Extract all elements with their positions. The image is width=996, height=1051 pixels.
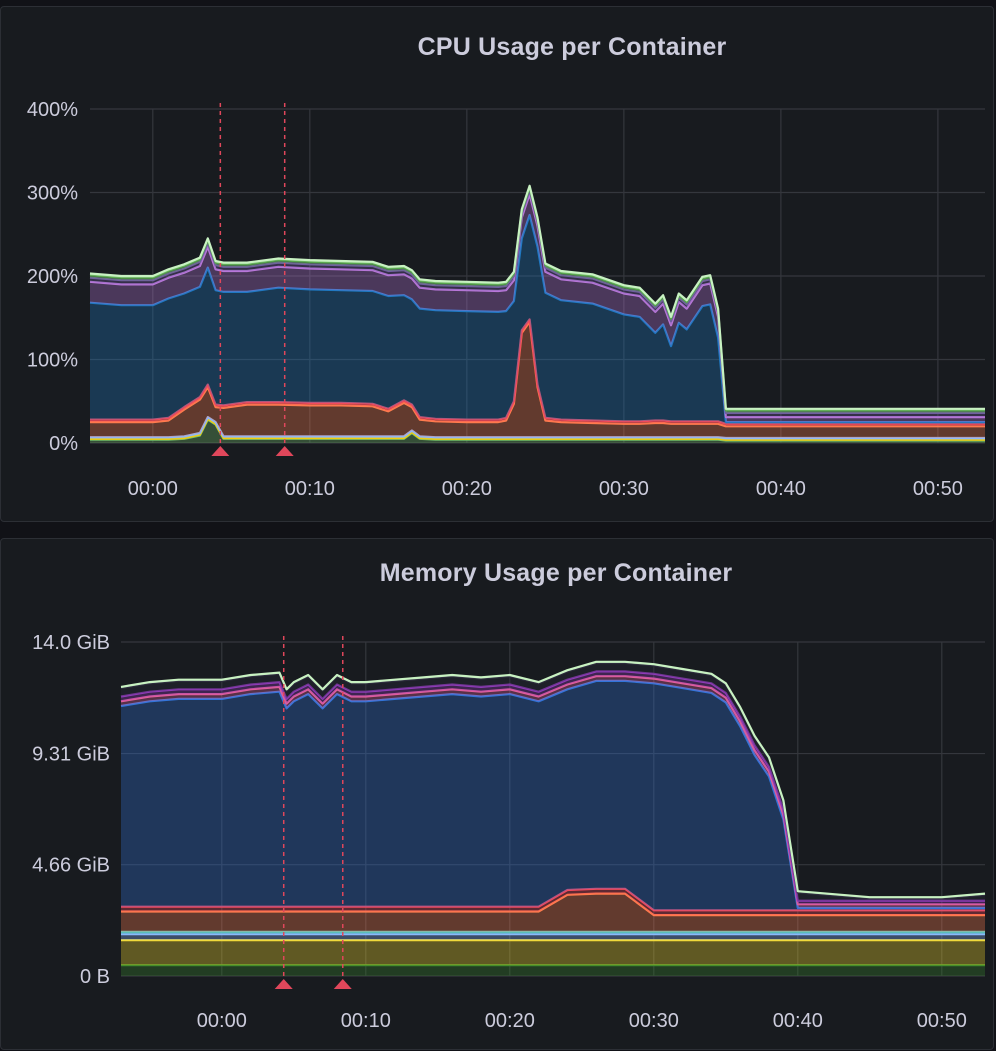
- x-tick-label: 00:50: [913, 478, 963, 500]
- grid: [121, 641, 985, 977]
- series-line-9[interactable]: [120, 670, 985, 902]
- x-tick-label: 00:00: [128, 478, 178, 500]
- annotation-marker[interactable]: [211, 446, 230, 456]
- panel-title[interactable]: CPU Usage per Container: [417, 33, 727, 61]
- y-tick-label: 100%: [27, 350, 78, 372]
- x-tick-label: 00:40: [773, 1010, 823, 1032]
- x-tick-label: 00:20: [485, 1010, 535, 1032]
- y-tick-label: 9.31 GiB: [32, 744, 110, 766]
- x-tick-label: 00:40: [756, 478, 806, 500]
- x-tick-label: 00:50: [917, 1010, 967, 1032]
- series-line-10[interactable]: [89, 184, 985, 410]
- series-line-6[interactable]: [121, 887, 985, 912]
- series-area-3[interactable]: [121, 934, 985, 941]
- x-tick-label: 00:20: [442, 478, 492, 500]
- memory-usage-panel: Memory Usage per Container 0 B 4.66 GiB 9.…: [0, 538, 994, 1050]
- series-line-6[interactable]: [89, 213, 985, 424]
- series-area-10[interactable]: [121, 663, 985, 901]
- series-area-1[interactable]: [121, 965, 985, 976]
- x-tick-label: 00:10: [285, 478, 335, 500]
- y-tick-label: 4.66 GiB: [32, 855, 110, 877]
- series-line-11[interactable]: [120, 660, 986, 899]
- series-group: [89, 184, 985, 443]
- annotation-marker[interactable]: [274, 979, 293, 989]
- series-line-3[interactable]: [90, 416, 985, 440]
- series-line-5[interactable]: [90, 318, 985, 425]
- cpu-usage-chart[interactable]: 0% 100% 200% 300% 400% 00:00 00:10 00:20 00:30 00…: [1, 7, 995, 523]
- annotation-marker[interactable]: [333, 979, 352, 989]
- series-area-6[interactable]: [121, 888, 985, 916]
- annotation-marker[interactable]: [275, 446, 294, 456]
- x-tick-label: 00:30: [599, 478, 649, 500]
- grid: [90, 108, 985, 444]
- x-tick-label: 00:10: [341, 1010, 391, 1032]
- series-area-7[interactable]: [121, 680, 985, 911]
- y-tick-label: 400%: [27, 99, 78, 121]
- series-area-5[interactable]: [121, 893, 985, 932]
- x-tick-label: 00:00: [197, 1010, 247, 1032]
- panel-title[interactable]: Memory Usage per Container: [379, 559, 733, 587]
- series-area-2[interactable]: [121, 940, 985, 966]
- series-area-7[interactable]: [90, 194, 985, 423]
- series-area-6[interactable]: [90, 215, 985, 424]
- y-tick-label: 0%: [49, 433, 78, 455]
- series-area-4[interactable]: [90, 321, 985, 438]
- x-tick-label: 00:30: [629, 1010, 679, 1032]
- y-tick-label: 14.0 GiB: [32, 632, 110, 654]
- memory-usage-chart[interactable]: 0 B 4.66 GiB 9.31 GiB 14.0 GiB 00:00 00:10 00:…: [1, 539, 995, 1051]
- series-group: [120, 660, 986, 976]
- y-tick-label: 0 B: [80, 966, 110, 988]
- y-tick-label: 200%: [27, 266, 78, 288]
- y-tick-label: 300%: [27, 183, 78, 205]
- cpu-usage-panel: CPU Usage per Container 0% 100% 200% 300% 40…: [0, 6, 994, 522]
